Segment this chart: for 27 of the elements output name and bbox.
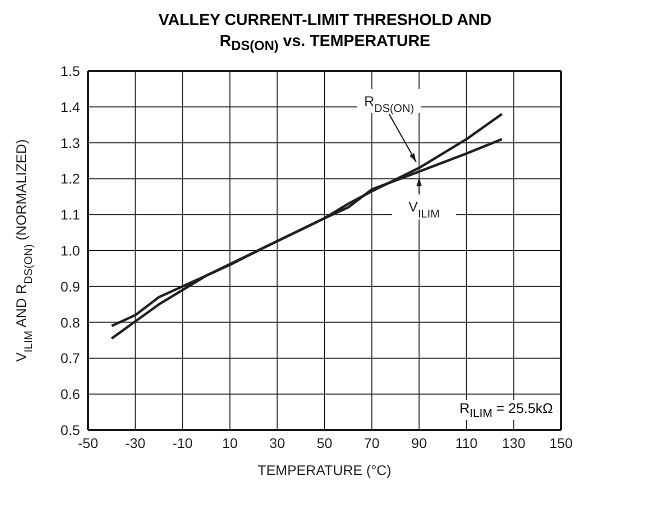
x-tick-label: 150 [549, 435, 573, 452]
y-tick-label: 0.6 [60, 386, 80, 402]
y-tick-label: 1.5 [60, 63, 80, 80]
chart-title: VALLEY CURRENT-LIMIT THRESHOLD AND R$_{DS(ON)}$ vs. TEMPERATURE [157, 11, 493, 56]
x-tick-label: 50 [316, 435, 332, 452]
x-axis-title: TEMPERATURE (°C) [258, 462, 392, 478]
y-tick-label: 1.2 [60, 170, 80, 187]
y-tick-label: 1.1 [60, 206, 80, 223]
x-tick-label: -50 [78, 435, 98, 452]
x-tick-label: -30 [125, 435, 146, 452]
y-tick-label: 1.3 [60, 134, 80, 151]
y-tick-label: 0.7 [60, 350, 80, 366]
y-tick-label: 0.5 [60, 422, 80, 438]
y-tick-label: 1.0 [60, 242, 80, 259]
x-tick-label: -10 [172, 435, 193, 452]
x-tick-label: 10 [222, 435, 238, 452]
legend-label: V$_{ILIM}$ [408, 198, 440, 221]
y-tick-label: 0.9 [60, 278, 80, 295]
x-tick-label: 30 [269, 435, 286, 452]
y-tick-label: 1.4 [60, 99, 80, 116]
x-tick-label: 70 [364, 435, 380, 452]
x-tick-label: 130 [502, 435, 526, 452]
y-tick-label: 0.8 [60, 314, 80, 330]
x-tick-label: 110 [455, 435, 478, 452]
text: R$_{DS(ON)}$ [364, 93, 414, 116]
annotation: R$_{ILIM}$ = 25.5kΩ [456, 400, 556, 420]
x-tick-label: 90 [411, 435, 428, 452]
